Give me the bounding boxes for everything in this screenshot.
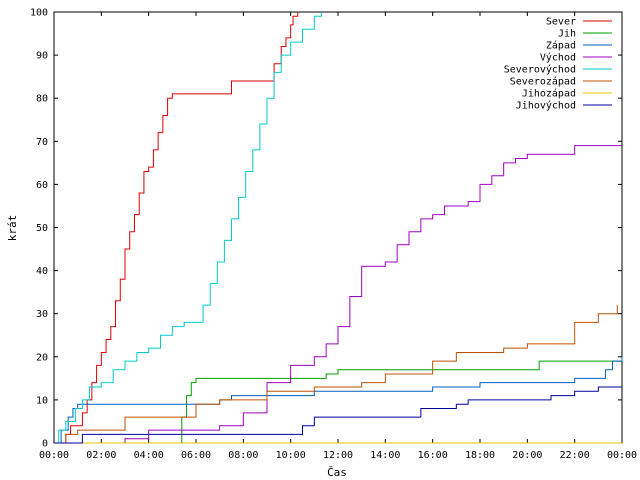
y-tick-label: 90 [36,51,48,62]
x-tick-label: 02:00 [86,450,116,461]
series-line-jih [54,360,622,444]
y-tick-label: 100 [30,8,48,19]
legend-label-vychod: Východ [540,52,576,64]
legend-label-jih: Jih [558,29,576,40]
y-tick-label: 50 [36,223,48,234]
y-axis-label: krát [6,215,19,242]
legend-label-jihovychod: Jihovýchod [516,100,576,112]
series-lines [54,12,623,444]
x-tick-label: 10:00 [276,450,306,461]
x-tick-label: 06:00 [181,450,211,461]
x-tick-label: 16:00 [418,450,448,461]
legend: SeverJihZápadVýchodSeverovýchodSeverozáp… [504,17,612,112]
y-tick-label: 0 [42,439,48,450]
series-line-sever [63,12,299,444]
legend-label-zapad: Západ [546,40,576,52]
y-tick-label: 30 [36,309,48,320]
series-line-severozapad [54,305,618,444]
y-tick-label: 20 [36,352,48,363]
ticks: 00:00 02:00 04:00 06:00 08:00 10:00 12:00 14:00… [30,8,637,462]
y-tick-label: 70 [36,137,48,148]
legend-label-sever: Sever [546,17,576,28]
x-tick-label: 22:00 [560,450,590,461]
x-tick-label: 08:00 [228,450,258,461]
y-tick-label: 40 [36,266,48,277]
y-tick-label: 10 [36,395,48,406]
x-tick-label: 00:00 [39,450,69,461]
x-tick-label: 20:00 [512,450,542,461]
x-tick-label: 18:00 [465,450,495,461]
legend-label-severovychod: Severovýchod [504,64,576,76]
y-tick-label: 60 [36,180,48,191]
legend-label-severozapad: Severozápad [510,76,576,88]
x-tick-label: 04:00 [134,450,164,461]
y-tick-label: 80 [36,94,48,105]
series-line-vychod [54,145,622,444]
legend-label-jihozapad: Jihozápad [522,88,576,100]
x-tick-label: 14:00 [370,450,400,461]
x-axis-label: Čas [327,466,347,479]
x-tick-label: 12:00 [323,450,353,461]
series-line-zapad [54,356,623,444]
x-tick-label: 00:00 [607,450,637,461]
series-line-severovychod [54,12,322,444]
series-line-jihovychod [54,386,622,444]
